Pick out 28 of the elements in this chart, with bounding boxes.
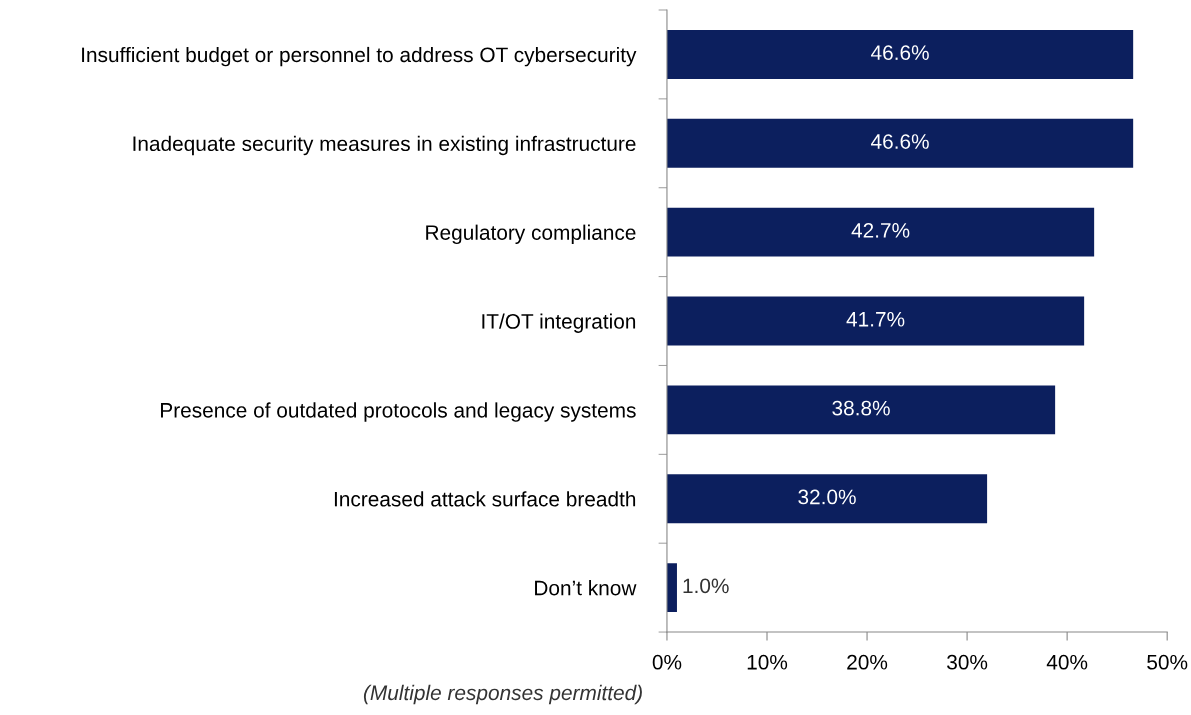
y-tick-label: Regulatory compliance	[426, 224, 636, 245]
data-label: 41.7%	[846, 311, 905, 327]
y-tick-label: IT/OT integration	[482, 313, 636, 333]
bar	[666, 30, 1134, 79]
bar	[666, 207, 1095, 257]
data-label: 1.0%	[683, 578, 729, 594]
data-label: 46.6%	[871, 134, 929, 149]
y-tick-label: Presence of outdated protocols and legacy systems	[161, 402, 636, 422]
x-tick-label: 0%	[652, 654, 682, 670]
y-tick-label: Insufficient budget or personnel to address OT cybersecurity	[82, 46, 637, 67]
bar	[666, 296, 1085, 346]
data-label: 32.0%	[798, 489, 856, 505]
x-tick-label: 20%	[847, 654, 888, 670]
bar	[666, 385, 1056, 435]
data-label: 46.6%	[871, 45, 929, 61]
bar	[666, 474, 988, 524]
y-tick-label: Increased attack surface breadth	[334, 491, 636, 507]
data-label: 42.7%	[851, 223, 910, 238]
x-tick-label: 40%	[1046, 654, 1088, 670]
bar	[666, 563, 677, 613]
bar	[666, 118, 1134, 168]
x-tick-label: 30%	[947, 654, 988, 670]
text: (Multiple responses permitted)	[363, 684, 642, 705]
x-tick-label: 10%	[747, 654, 788, 670]
x-tick-label: 50%	[1147, 654, 1188, 670]
y-tick-label: Inadequate security measures in existing infrastructure	[133, 135, 636, 156]
y-tick-label: Don’t know	[535, 580, 637, 596]
data-label: 38.8%	[832, 400, 890, 416]
